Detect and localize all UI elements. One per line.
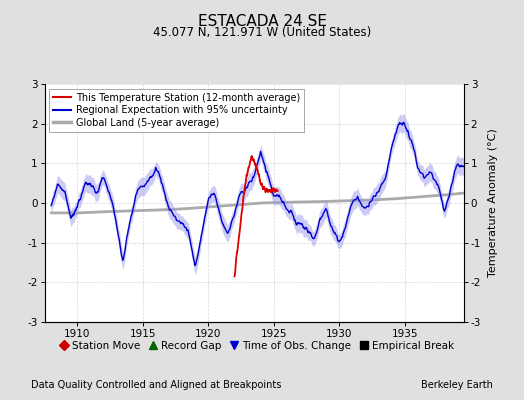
Text: ESTACADA 24 SE: ESTACADA 24 SE bbox=[198, 14, 326, 29]
Text: Data Quality Controlled and Aligned at Breakpoints: Data Quality Controlled and Aligned at B… bbox=[31, 380, 282, 390]
Y-axis label: Temperature Anomaly (°C): Temperature Anomaly (°C) bbox=[488, 129, 498, 277]
Text: 45.077 N, 121.971 W (United States): 45.077 N, 121.971 W (United States) bbox=[153, 26, 371, 39]
Legend: Station Move, Record Gap, Time of Obs. Change, Empirical Break: Station Move, Record Gap, Time of Obs. C… bbox=[55, 337, 458, 355]
Legend: This Temperature Station (12-month average), Regional Expectation with 95% uncer: This Temperature Station (12-month avera… bbox=[49, 89, 304, 132]
Text: Berkeley Earth: Berkeley Earth bbox=[421, 380, 493, 390]
